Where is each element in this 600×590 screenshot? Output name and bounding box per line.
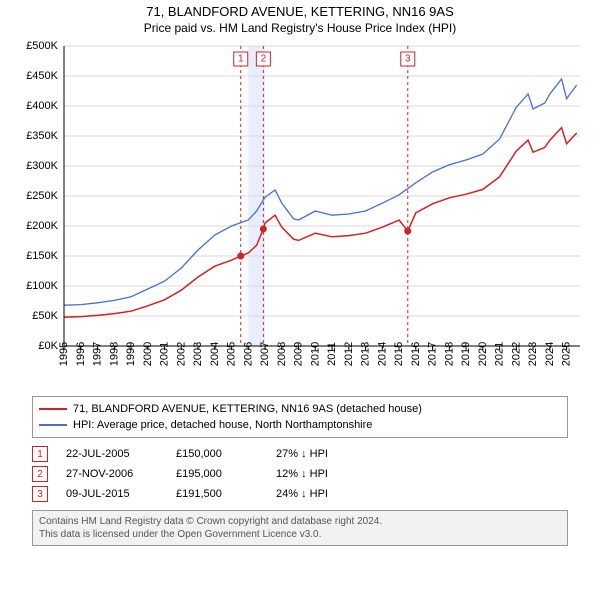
svg-text:2000: 2000	[142, 342, 154, 366]
svg-text:£250K: £250K	[26, 190, 58, 202]
svg-text:2005: 2005	[226, 342, 238, 366]
svg-text:£0K: £0K	[38, 340, 58, 352]
svg-text:£450K: £450K	[26, 70, 58, 82]
chart-title: 71, BLANDFORD AVENUE, KETTERING, NN16 9A…	[0, 0, 600, 21]
svg-text:1995: 1995	[58, 342, 70, 366]
svg-text:3: 3	[405, 54, 411, 65]
svg-text:2018: 2018	[443, 342, 455, 366]
svg-text:2011: 2011	[326, 343, 338, 367]
svg-text:2015: 2015	[393, 342, 405, 366]
chart-subtitle: Price paid vs. HM Land Registry's House …	[0, 21, 600, 37]
line-chart: £0K £50K £100K £150K £200K £250K £300K £350K £40…	[10, 40, 590, 390]
svg-text:£100K: £100K	[26, 280, 58, 292]
svg-text:2019: 2019	[460, 342, 472, 366]
svg-text:£400K: £400K	[26, 100, 58, 112]
svg-text:1997: 1997	[92, 342, 104, 366]
svg-text:2022: 2022	[510, 342, 522, 366]
svg-text:2: 2	[261, 54, 267, 65]
svg-text:£500K: £500K	[26, 40, 58, 52]
svg-text:2002: 2002	[175, 342, 187, 366]
svg-text:2014: 2014	[376, 342, 388, 366]
svg-text:2024: 2024	[544, 342, 556, 366]
footer-note: Contains HM Land Registry data © Crown c…	[32, 510, 568, 546]
svg-text:2016: 2016	[410, 342, 422, 366]
svg-text:2006: 2006	[242, 342, 254, 366]
svg-text:2004: 2004	[209, 342, 221, 366]
svg-text:2021: 2021	[494, 342, 506, 366]
svg-text:2012: 2012	[343, 342, 355, 366]
event-row: 227-NOV-2006£195,00012% ↓ HPI	[32, 464, 568, 484]
svg-text:£50K: £50K	[32, 310, 58, 322]
svg-text:2020: 2020	[477, 342, 489, 366]
svg-text:2017: 2017	[427, 342, 439, 366]
legend-item: 71, BLANDFORD AVENUE, KETTERING, NN16 9A…	[39, 401, 561, 417]
event-row: 309-JUL-2015£191,50024% ↓ HPI	[32, 484, 568, 504]
svg-text:1998: 1998	[108, 342, 120, 366]
svg-text:1: 1	[238, 54, 244, 65]
svg-text:2008: 2008	[276, 342, 288, 366]
svg-text:2009: 2009	[293, 342, 305, 366]
svg-text:2010: 2010	[309, 342, 321, 366]
legend: 71, BLANDFORD AVENUE, KETTERING, NN16 9A…	[32, 396, 568, 438]
svg-text:2001: 2001	[159, 342, 171, 366]
legend-item: HPI: Average price, detached house, Nort…	[39, 417, 561, 433]
svg-text:£150K: £150K	[26, 250, 58, 262]
svg-text:£350K: £350K	[26, 130, 58, 142]
svg-text:2023: 2023	[527, 342, 539, 366]
svg-text:2013: 2013	[360, 342, 372, 366]
svg-text:2025: 2025	[561, 342, 573, 366]
svg-text:£300K: £300K	[26, 160, 58, 172]
svg-text:1999: 1999	[125, 342, 137, 366]
event-row: 122-JUL-2005£150,00027% ↓ HPI	[32, 444, 568, 464]
svg-text:2003: 2003	[192, 342, 204, 366]
event-table: 122-JUL-2005£150,00027% ↓ HPI227-NOV-200…	[32, 444, 568, 504]
svg-text:2007: 2007	[259, 342, 271, 366]
svg-text:£200K: £200K	[26, 220, 58, 232]
svg-text:1996: 1996	[75, 342, 87, 366]
